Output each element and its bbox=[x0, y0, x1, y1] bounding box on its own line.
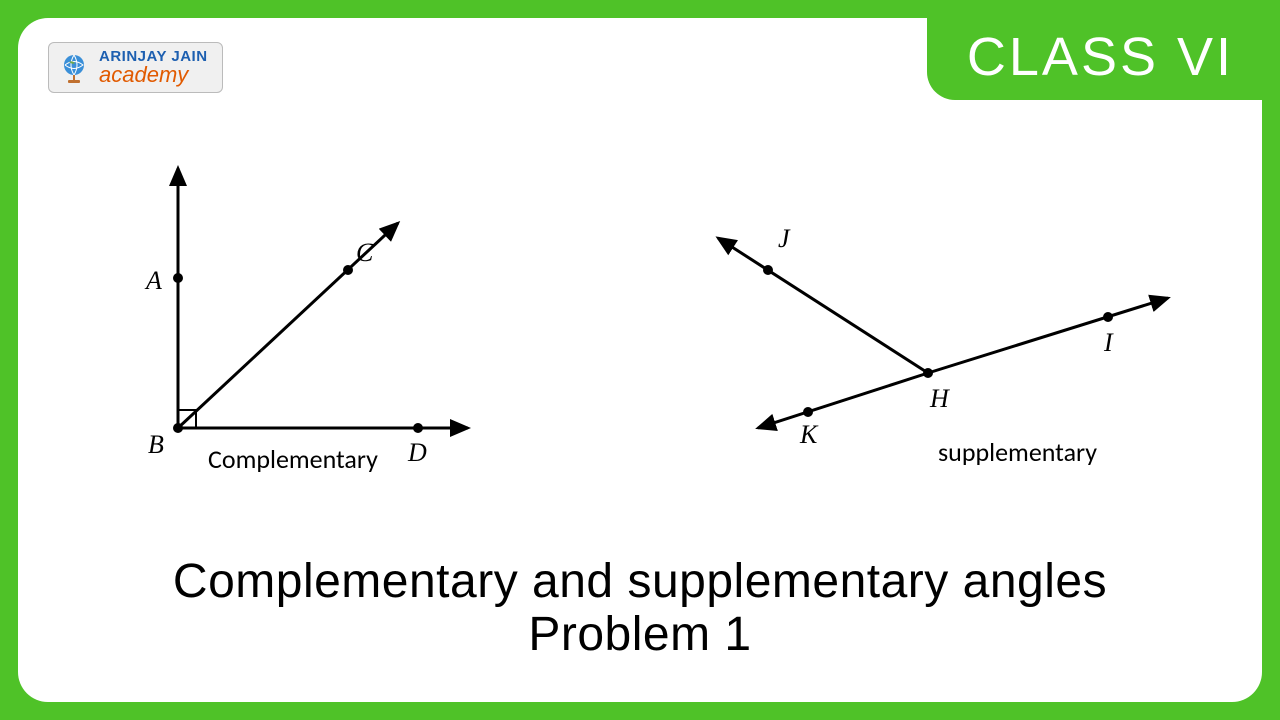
globe-icon bbox=[59, 52, 91, 84]
diagram-area: ACDBComplementaryJIKHsupplementary bbox=[58, 138, 1222, 498]
brand-logo: ARINJAY JAIN academy bbox=[48, 42, 223, 93]
content-panel: ARINJAY JAIN academy CLASS VI ACDBComple… bbox=[18, 18, 1262, 702]
title-line-1: Complementary and supplementary angles bbox=[18, 556, 1262, 609]
title-line-2: Problem 1 bbox=[18, 609, 1262, 662]
main-title: Complementary and supplementary angles P… bbox=[18, 556, 1262, 662]
class-badge: CLASS VI bbox=[927, 18, 1262, 100]
supplementary-caption: supplementary bbox=[938, 436, 1097, 468]
complementary-caption: Complementary bbox=[208, 443, 378, 475]
brand-text-bottom: academy bbox=[99, 64, 208, 86]
supplementary-diagram bbox=[58, 138, 1228, 478]
